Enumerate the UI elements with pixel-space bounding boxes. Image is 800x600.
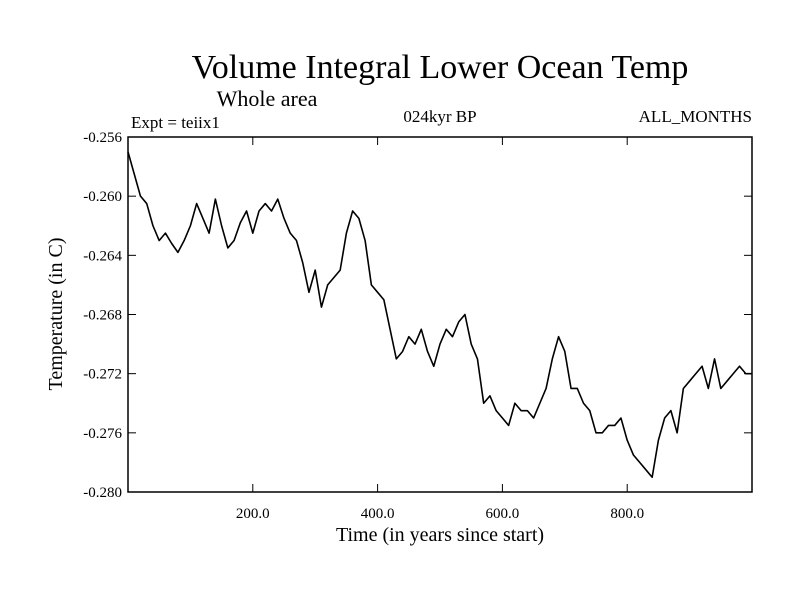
y-tick-label: -0.272 (83, 367, 122, 383)
y-tick-label: -0.264 (83, 248, 122, 264)
header-left: Expt = teiix1 (131, 113, 220, 132)
series-line (127, 151, 752, 479)
chart-title: Volume Integral Lower Ocean Temp (192, 49, 689, 86)
y-axis-ticks: -0.256 -0.260 -0.264 -0.268 -0.272 -0.276 -0.2… (83, 130, 752, 501)
chart-subtitle: Whole area (217, 86, 318, 111)
x-tick-label: 400.0 (361, 506, 395, 522)
y-tick-label: -0.260 (83, 189, 122, 205)
header-center: 024kyr BP (403, 107, 476, 126)
y-tick-label: -0.276 (83, 426, 122, 442)
x-axis-ticks: 200.0 400.0 600.0 800.0 (236, 137, 644, 522)
x-tick-label: 800.0 (610, 506, 644, 522)
y-tick-label: -0.280 (83, 485, 122, 501)
header-right: ALL_MONTHS (639, 107, 752, 126)
x-axis-label: Time (in years since start) (336, 524, 544, 546)
x-tick-label: 200.0 (236, 506, 270, 522)
y-axis-label: Temperature (in C) (45, 238, 67, 391)
y-tick-label: -0.268 (83, 308, 122, 324)
x-tick-label: 600.0 (486, 506, 520, 522)
series-layer (127, 151, 752, 479)
y-tick-label: -0.256 (83, 130, 122, 146)
